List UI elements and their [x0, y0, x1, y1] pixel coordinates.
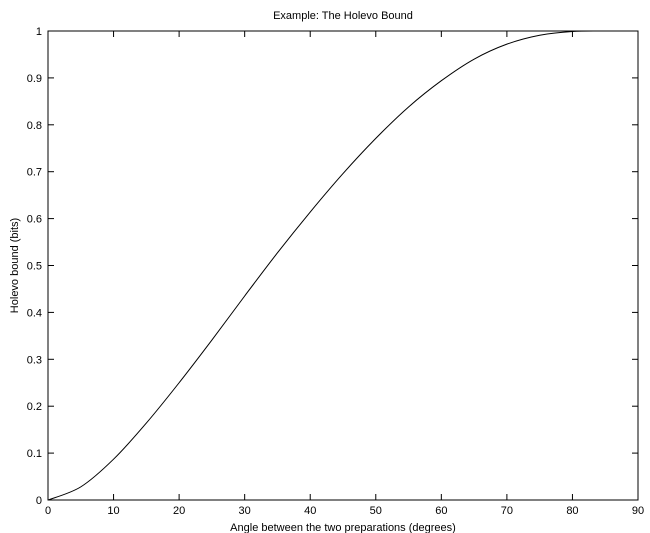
y-tick-labels: 0 0.1 0.2 0.3 0.4 0.5 0.6 0.7 0.8 0.9 1 — [27, 26, 42, 507]
x-tick-label: 10 — [107, 505, 119, 517]
y-tick-label: 0.1 — [27, 448, 42, 460]
x-tick-label: 60 — [435, 505, 447, 517]
x-tick-label: 50 — [370, 505, 382, 517]
y-tick-label: 0.4 — [27, 307, 42, 319]
y-tick-label: 0.5 — [27, 261, 42, 273]
x-tick-labels: 0 10 20 30 40 50 60 70 80 90 — [45, 505, 644, 517]
x-tick-label: 20 — [173, 505, 185, 517]
x-tick-label: 90 — [632, 505, 644, 517]
chart-title: Example: The Holevo Bound — [273, 10, 413, 22]
y-tick-label: 0.2 — [27, 401, 42, 413]
x-axis-title: Angle between the two preparations (degr… — [230, 522, 456, 533]
x-tick-label: 40 — [304, 505, 316, 517]
y-axis-title: Holevo bound (bits) — [9, 218, 21, 313]
y-tick-label: 0.7 — [27, 167, 42, 179]
x-tick-label: 80 — [566, 505, 578, 517]
y-tick-label: 0.9 — [27, 73, 42, 85]
series-line — [47, 30, 639, 501]
y-tick-label: 0.8 — [27, 120, 42, 132]
x-tick-label: 0 — [45, 505, 51, 517]
x-tick-label: 30 — [239, 505, 251, 517]
tick-marks — [47, 30, 639, 501]
x-tick-label: 70 — [501, 505, 513, 517]
y-tick-label: 0 — [36, 495, 42, 507]
y-tick-label: 1 — [36, 26, 42, 38]
y-tick-label: 0.6 — [27, 214, 42, 226]
y-tick-label: 0.3 — [27, 354, 42, 366]
